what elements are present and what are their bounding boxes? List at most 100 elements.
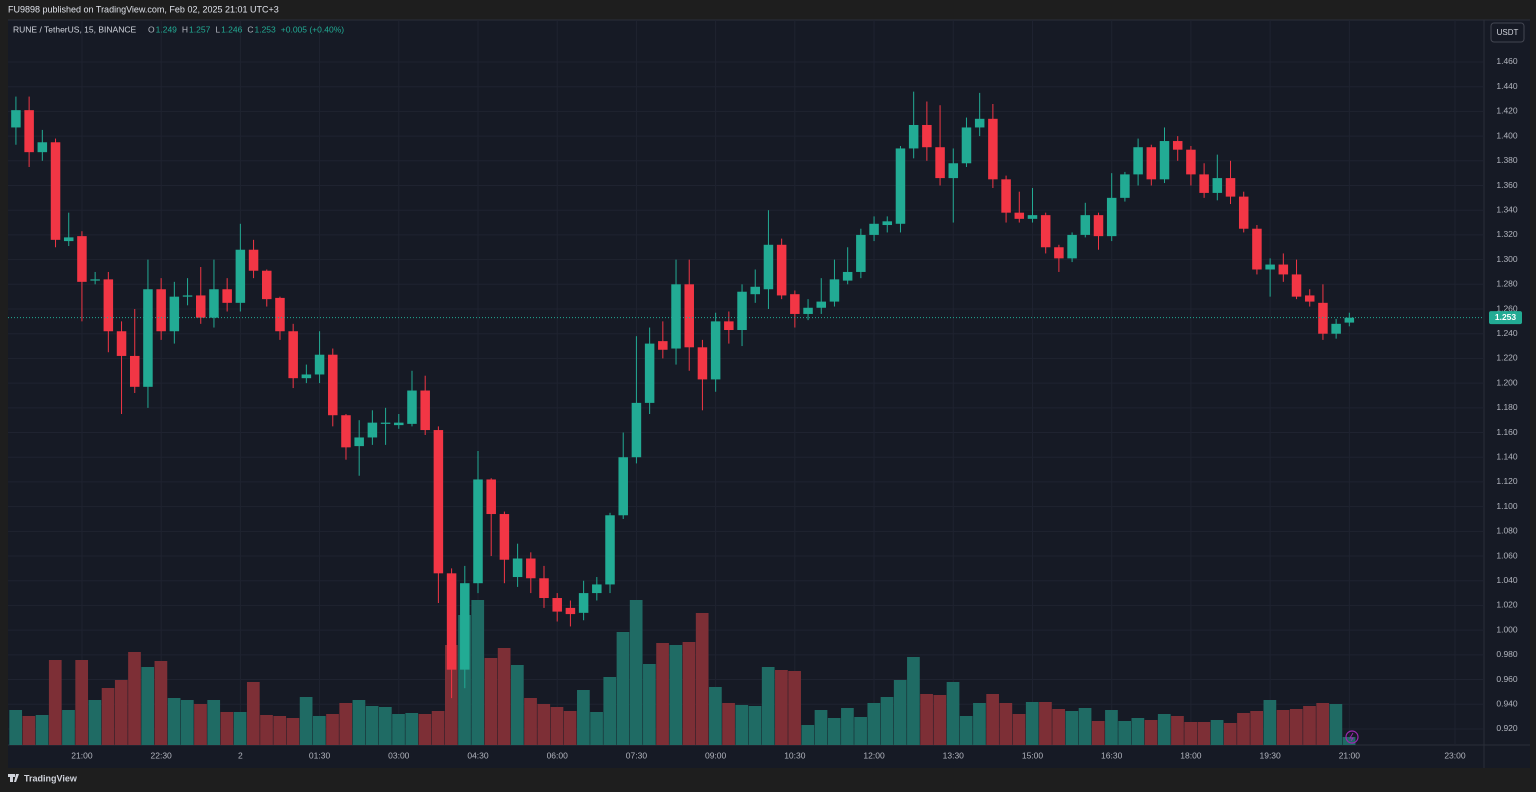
volume-bar	[959, 716, 973, 745]
candle-body	[367, 422, 378, 438]
candle-body	[592, 584, 602, 594]
candle-body	[1304, 295, 1315, 302]
volume-bar	[577, 690, 590, 745]
candle-body	[1027, 215, 1038, 219]
symbol-label: RUNE / TetherUS, 15, BINANCE	[13, 24, 136, 34]
volume-bar	[48, 660, 62, 745]
volume-bar	[167, 698, 181, 745]
volume-bar	[775, 670, 788, 745]
volume-bar	[1237, 713, 1250, 745]
volume-bar	[1039, 702, 1052, 745]
candle-body	[552, 598, 562, 612]
y-tick-label: 1.420	[1496, 106, 1518, 116]
currency-label[interactable]: USDT	[1497, 28, 1519, 37]
x-tick-label: 04:30	[467, 750, 489, 760]
y-tick-label: 1.020	[1496, 600, 1518, 610]
volume-bar	[629, 600, 643, 745]
ohlc-value: 1.249	[156, 24, 178, 34]
ohlc-value: 1.257	[189, 24, 211, 34]
volume-bar	[616, 632, 630, 745]
volume-bar	[392, 714, 405, 745]
candle-body	[922, 124, 932, 148]
volume-bar	[973, 703, 986, 745]
volume-bar	[841, 708, 854, 745]
candle-body	[473, 479, 483, 584]
candle-body	[129, 355, 140, 387]
candle-body	[222, 289, 232, 303]
volume-bar	[1250, 711, 1264, 745]
volume-bar	[114, 680, 128, 745]
y-tick-label: 1.360	[1496, 180, 1518, 190]
volume-bar	[695, 613, 709, 745]
volume-bar	[246, 682, 260, 745]
candle-body	[974, 118, 985, 128]
candle-body	[961, 127, 972, 164]
y-tick-label: 1.220	[1496, 353, 1518, 363]
y-tick-label: 1.280	[1496, 279, 1518, 289]
volume-bar	[761, 667, 775, 745]
volume-bar	[920, 694, 933, 745]
candle-body	[275, 297, 285, 332]
candle-body	[697, 347, 708, 380]
candle-body	[671, 284, 681, 349]
last-price-label: 1.253	[1495, 312, 1517, 322]
volume-bar	[1289, 709, 1303, 745]
last-price-box	[1489, 311, 1522, 325]
y-tick-label: 1.000	[1496, 624, 1518, 634]
candle-body	[1186, 149, 1196, 175]
x-tick-label: 19:30	[1259, 750, 1281, 760]
volume-bar	[524, 698, 537, 745]
candle-body	[1238, 196, 1249, 229]
candle-body	[763, 244, 774, 290]
volume-bar	[907, 657, 920, 745]
volume-bar	[986, 694, 999, 745]
candle-body	[1278, 264, 1289, 275]
candle-body	[235, 249, 246, 303]
y-tick-label: 1.440	[1496, 81, 1518, 91]
candle-body	[1133, 147, 1143, 175]
volume-bar	[1131, 718, 1145, 745]
candle-body	[354, 437, 364, 447]
ohlc-key: O	[148, 24, 155, 34]
volume-bar	[1210, 720, 1224, 745]
volume-bar	[405, 713, 419, 745]
brand-logo: TradingView	[8, 773, 78, 783]
candle-body	[856, 234, 866, 272]
candle-body	[605, 515, 615, 585]
x-tick-label: 21:00	[71, 750, 93, 760]
change-label: +0.005 (+0.40%)	[281, 24, 344, 34]
volume-bar	[854, 717, 867, 745]
currency-button[interactable]	[1490, 22, 1525, 43]
ohlc-value: 1.253	[254, 24, 276, 34]
volume-bar	[1184, 722, 1198, 745]
volume-bar	[563, 711, 577, 745]
candle-body	[1265, 264, 1275, 270]
x-tick-label: 07:30	[626, 750, 648, 760]
volume-bar	[431, 711, 445, 745]
x-tick-label: 13:30	[943, 750, 965, 760]
y-tick-label: 0.960	[1496, 674, 1518, 684]
volume-bar	[1276, 710, 1290, 745]
y-tick-label: 1.160	[1496, 427, 1518, 437]
volume-bar	[299, 697, 313, 745]
volume-bar	[312, 716, 326, 745]
x-tick-label: 18:00	[1180, 750, 1202, 760]
candle-body	[499, 514, 510, 560]
candle-body	[842, 271, 853, 281]
ohlc-key: L	[215, 24, 220, 34]
candle-body	[1040, 215, 1051, 248]
volume-bar	[88, 700, 102, 745]
volume-bar	[1263, 700, 1277, 745]
volume-bar	[1025, 702, 1039, 745]
volume-bar	[748, 706, 762, 745]
volume-bar	[418, 714, 432, 745]
candle-body	[1159, 141, 1170, 180]
y-tick-label: 1.380	[1496, 155, 1518, 165]
candle-body	[1212, 178, 1223, 193]
volume-bar	[682, 642, 696, 745]
brand-name: TradingView	[24, 773, 78, 783]
candle-body	[90, 279, 100, 281]
candle-body	[935, 147, 945, 179]
event-icon[interactable]	[1345, 730, 1359, 744]
candle-body	[1093, 215, 1104, 237]
